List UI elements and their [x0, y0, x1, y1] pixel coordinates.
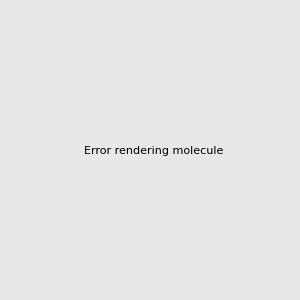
Text: Error rendering molecule: Error rendering molecule	[84, 146, 224, 157]
